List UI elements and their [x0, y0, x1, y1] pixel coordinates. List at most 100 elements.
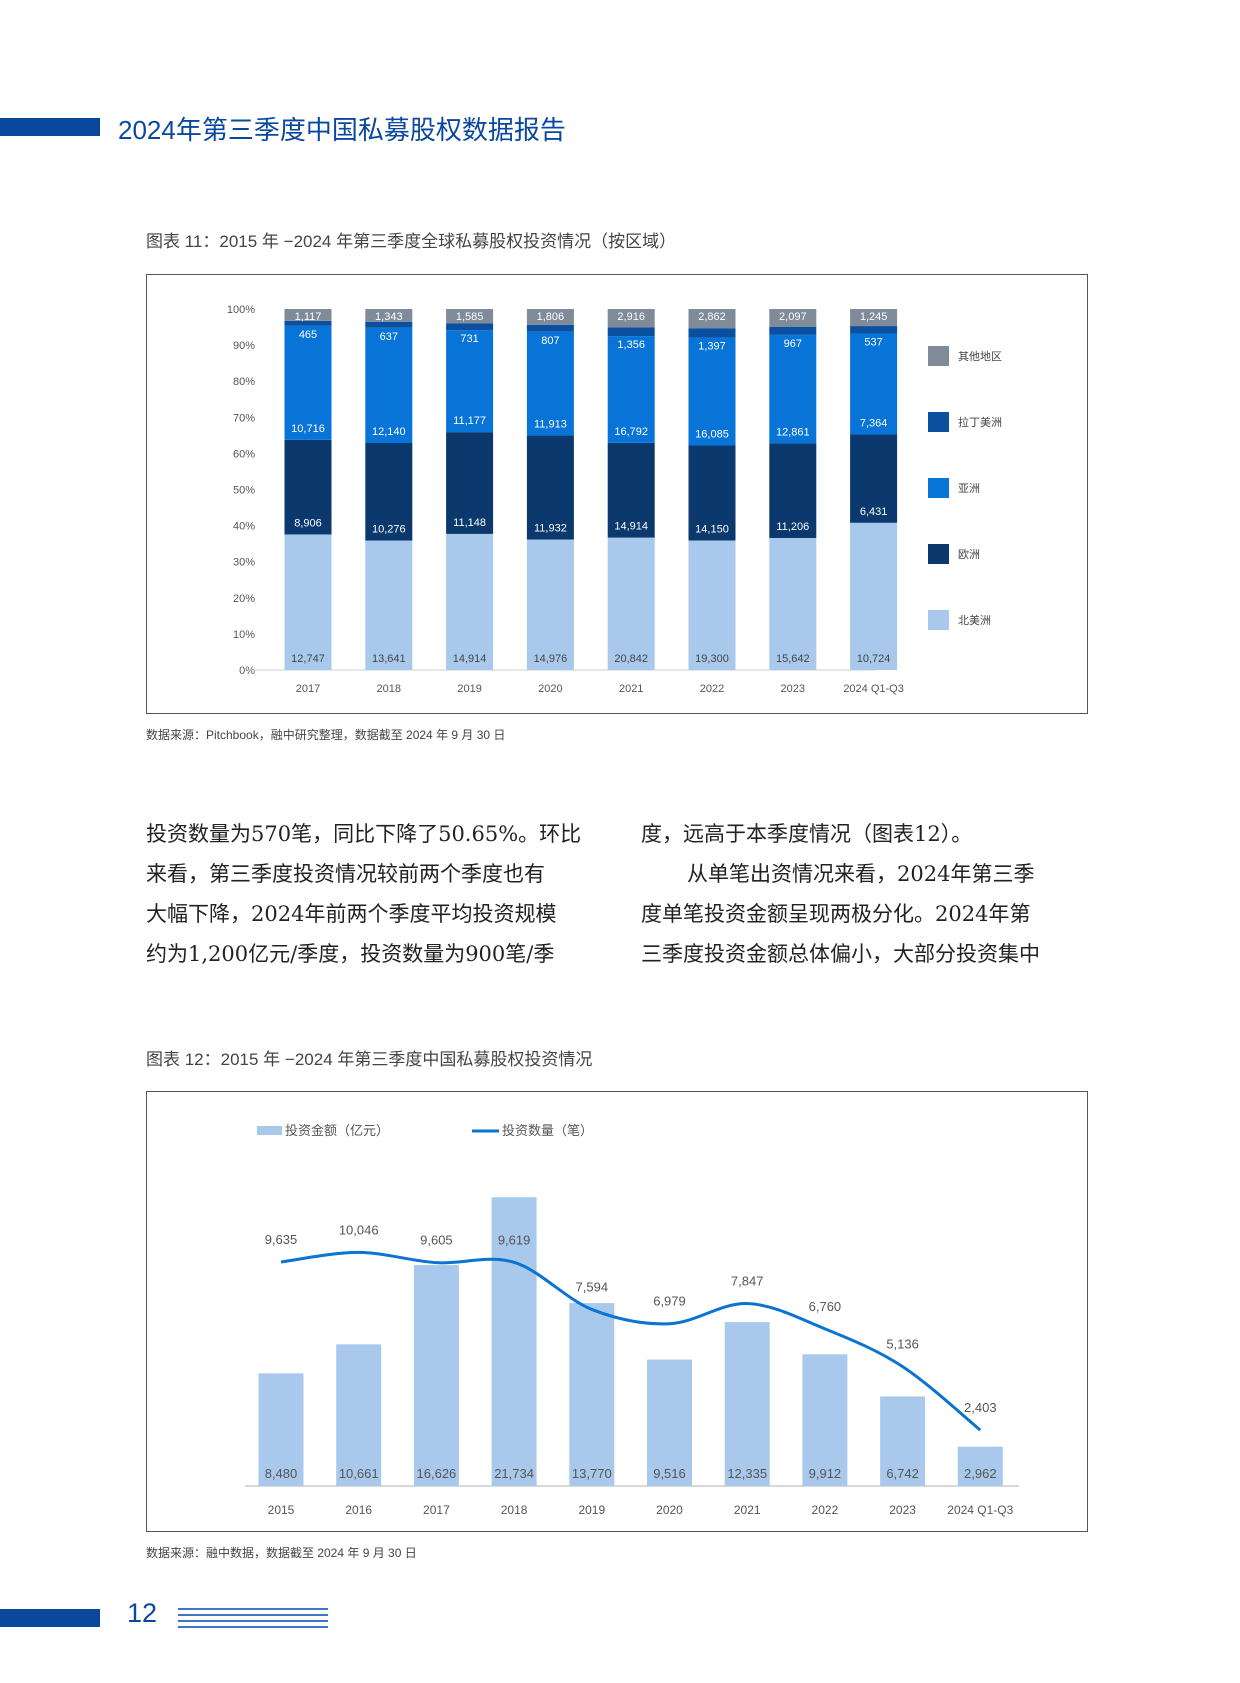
- data-label: 1,245: [860, 311, 888, 323]
- y-tick-label: 80%: [233, 376, 255, 388]
- x-tick-label: 2015: [268, 1503, 295, 1517]
- bar: [413, 1265, 459, 1486]
- body-line: 度单笔投资金额呈现两极分化。2024年第: [641, 902, 1031, 926]
- x-tick-label: 2018: [377, 683, 401, 695]
- figure12-source: 数据来源：融中数据，数据截至 2024 年 9 月 30 日: [146, 1546, 417, 1560]
- data-label: 16,085: [695, 429, 729, 441]
- bar-segment: [850, 333, 898, 435]
- bar-data-label: 13,770: [572, 1466, 612, 1481]
- data-label: 12,861: [776, 426, 810, 438]
- data-label: 20,842: [614, 653, 648, 665]
- bar-segment: [446, 533, 494, 670]
- data-label: 2,862: [698, 311, 726, 323]
- legend-label: 其他地区: [958, 350, 1002, 363]
- x-tick-label: 2022: [812, 1503, 839, 1517]
- data-label: 19,300: [695, 653, 729, 665]
- line-series: [280, 1250, 982, 1432]
- bar-segment: [850, 434, 898, 523]
- bar-data-label: 6,742: [886, 1466, 919, 1481]
- data-label: 1,356: [617, 339, 645, 351]
- line-data-label: 9,619: [498, 1232, 531, 1247]
- data-label: 6,431: [860, 506, 888, 518]
- bar-segment: [365, 321, 413, 328]
- body-line: 从单笔出资情况来看，2024年第三季: [687, 862, 1035, 886]
- bar-segment: [365, 540, 413, 670]
- bar: [957, 1446, 1003, 1486]
- legend-label: 亚洲: [958, 483, 980, 495]
- x-tick-label: 2018: [501, 1503, 528, 1517]
- data-label: 2,097: [779, 311, 807, 323]
- body-line: 来看，第三季度投资情况较前两个季度也有: [146, 862, 545, 886]
- data-label: 8,906: [294, 517, 322, 529]
- bar-segment: [688, 337, 736, 446]
- bar-segment: [607, 336, 655, 443]
- data-label: 1,585: [456, 311, 484, 323]
- footer-rule: [178, 1626, 328, 1628]
- bar-segment: [769, 334, 817, 444]
- x-tick-label: 2023: [889, 1503, 916, 1517]
- bar-segment: [688, 540, 736, 670]
- data-label: 14,976: [534, 653, 568, 665]
- x-tick-label: 2019: [578, 1503, 605, 1517]
- data-label: 15,642: [776, 653, 810, 665]
- data-label: 10,724: [857, 653, 891, 665]
- line-data-label: 10,046: [339, 1222, 379, 1237]
- body-line: 投资数量为570笔，同比下降了50.65%。环比: [146, 822, 582, 846]
- x-tick-label: 2024 Q1-Q3: [843, 683, 904, 695]
- body-line: 三季度投资金额总体偏小，大部分投资集中: [641, 942, 1040, 966]
- bar-segment: [607, 327, 655, 337]
- data-label: 11,932: [534, 523, 567, 535]
- line-data-label: 2,403: [964, 1400, 997, 1415]
- legend-swatch: [928, 412, 949, 432]
- x-tick-label: 2021: [619, 683, 643, 695]
- bar: [569, 1303, 615, 1486]
- bar-segment: [526, 309, 574, 325]
- legend-swatch: [928, 346, 949, 366]
- bar-segment: [688, 445, 736, 541]
- data-label: 11,913: [534, 419, 567, 431]
- bar-data-label: 8,480: [265, 1466, 298, 1481]
- data-label: 16,792: [614, 426, 648, 438]
- x-tick-label: 2017: [423, 1503, 450, 1517]
- line-data-label: 6,979: [653, 1294, 686, 1309]
- legend-swatch: [928, 478, 949, 498]
- line-data-label: 7,847: [731, 1274, 764, 1289]
- legend-bar-swatch: [257, 1126, 282, 1135]
- line-data-label: 9,635: [265, 1232, 298, 1247]
- legend-label: 北美洲: [958, 614, 991, 627]
- legend-label: 投资数量（笔）: [502, 1123, 593, 1138]
- x-tick-label: 2017: [296, 683, 320, 695]
- x-tick-label: 2020: [538, 683, 562, 695]
- legend-label: 欧洲: [958, 548, 980, 561]
- bar-segment: [284, 439, 332, 535]
- x-tick-label: 2016: [345, 1503, 372, 1517]
- header-accent-bar: [0, 118, 100, 136]
- y-tick-label: 60%: [233, 448, 255, 460]
- bar-segment: [607, 442, 655, 538]
- bar-data-label: 12,335: [727, 1466, 767, 1481]
- bar-segment: [769, 537, 817, 670]
- line-data-label: 5,136: [886, 1337, 919, 1352]
- data-label: 1,117: [295, 311, 322, 323]
- bar-segment: [607, 309, 655, 328]
- figure12-bar-line-chart: 8,480 2015 10,661 2016 16,626 2017 21,734 2018 1…: [245, 1123, 1019, 1517]
- line-data-label: 7,594: [576, 1279, 609, 1294]
- line-data-label: 6,760: [809, 1299, 842, 1314]
- bar-segment: [284, 320, 332, 326]
- bar-segment: [365, 309, 413, 322]
- bar-segment: [850, 309, 898, 327]
- x-tick-label: 2022: [700, 683, 724, 695]
- bar-segment: [446, 323, 494, 331]
- bar-data-label: 2,962: [964, 1466, 997, 1481]
- bar-data-label: 9,516: [653, 1466, 686, 1481]
- bar-data-label: 10,661: [339, 1466, 379, 1481]
- footer-rule: [178, 1608, 328, 1610]
- bar-segment: [769, 309, 817, 327]
- footer-rule: [178, 1620, 328, 1622]
- data-label: 1,343: [375, 311, 403, 323]
- bar-segment: [526, 435, 574, 540]
- legend-swatch: [928, 544, 949, 564]
- bar: [491, 1197, 537, 1486]
- bar-segment: [365, 327, 413, 444]
- figure11-stacked-bar-chart: 0% 10% 20% 30% 40% 50% 60% 70% 80% 90% 100% 12,747 8…: [227, 304, 1002, 695]
